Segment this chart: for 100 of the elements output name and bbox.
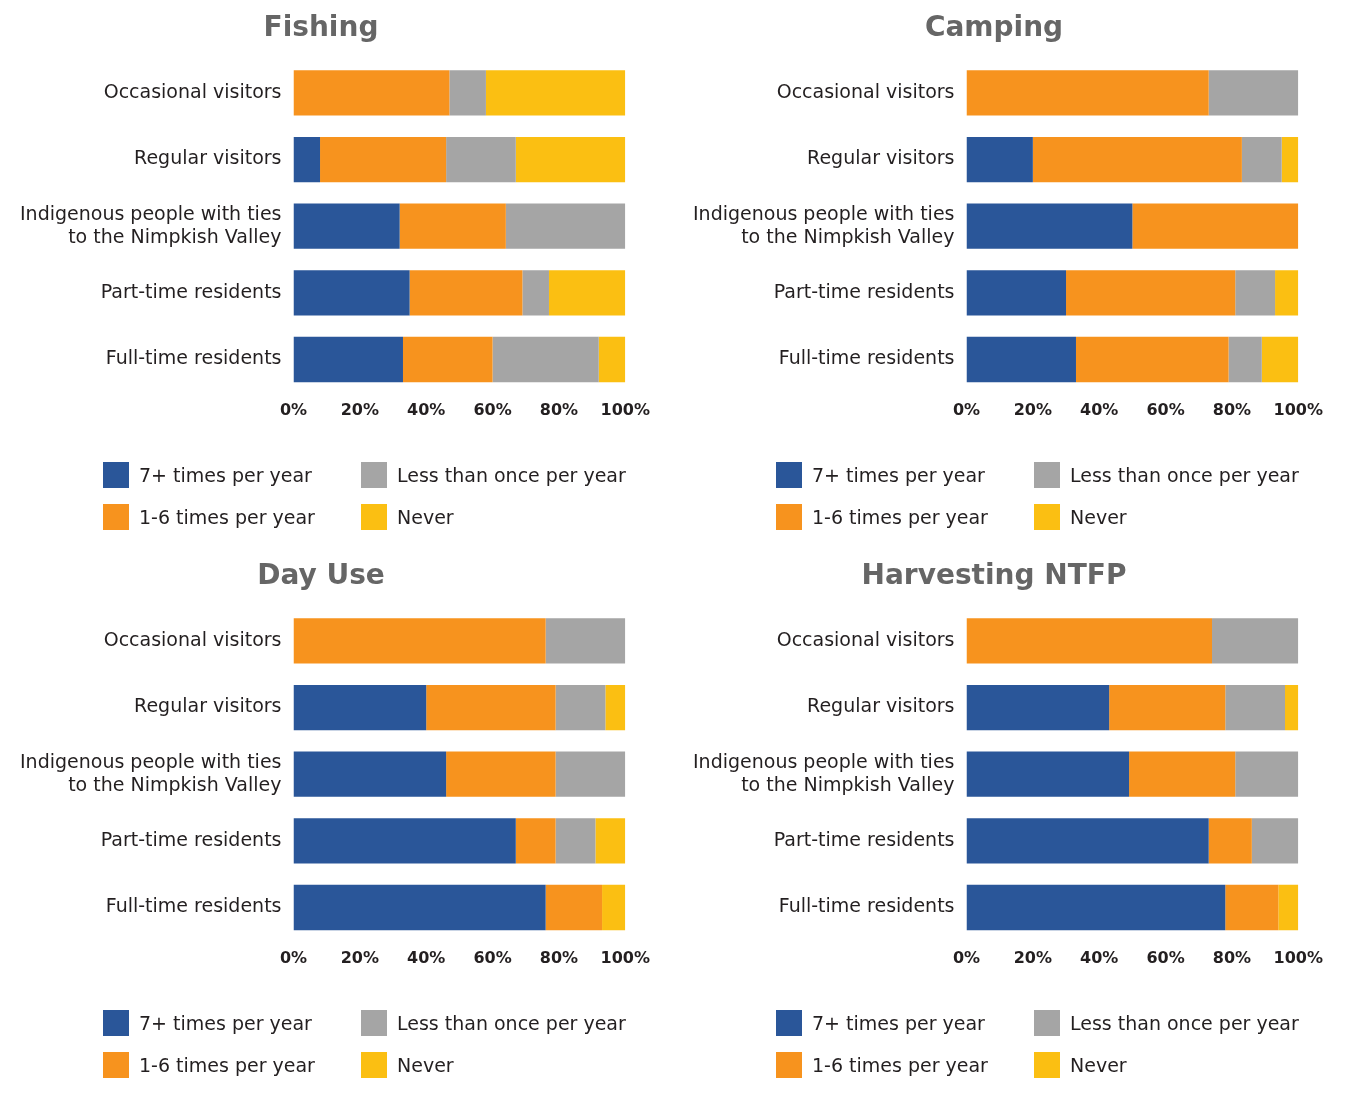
bar — [446, 751, 556, 797]
bar — [485, 70, 626, 116]
y-tick-label: Occasional visitors — [776, 627, 955, 650]
bar — [399, 203, 506, 249]
y-tick-label: Indigenous people with ties to the Nimpkish Valley — [692, 201, 955, 247]
bar — [966, 818, 1209, 864]
x-tick-label: 0% — [952, 947, 981, 967]
x-tick-label: 60% — [1146, 399, 1185, 419]
bar — [515, 136, 626, 183]
bar — [602, 884, 626, 931]
bar — [505, 203, 626, 249]
legend-label: Less than once per year — [397, 464, 626, 486]
bar — [293, 203, 400, 249]
bar — [515, 818, 556, 864]
y-tick-label: Full-time residents — [105, 894, 282, 917]
bar — [293, 818, 516, 864]
bar — [1278, 884, 1299, 931]
bar — [595, 818, 626, 864]
x-tick-label: 0% — [279, 399, 308, 419]
bar — [966, 336, 1076, 383]
x-tick-label: 60% — [473, 947, 512, 967]
legend-label: Never — [1070, 506, 1127, 528]
bar — [1285, 684, 1299, 731]
x-tick-label: 60% — [473, 399, 512, 419]
bar — [966, 203, 1133, 249]
y-tick-label: Full-time residents — [105, 346, 282, 369]
y-tick-label: Regular visitors — [807, 146, 955, 169]
x-tick-label: 20% — [1013, 947, 1052, 967]
bar — [1208, 818, 1252, 864]
x-tick-label: 60% — [1146, 947, 1185, 967]
bar — [1208, 70, 1299, 116]
x-tick-label: 0% — [279, 947, 308, 967]
y-tick-label: Regular visitors — [134, 146, 282, 169]
bar — [966, 70, 1209, 116]
x-tick-label: 20% — [1013, 399, 1052, 419]
legend-label: 7+ times per year — [812, 1012, 985, 1034]
bar — [1032, 136, 1242, 183]
bar — [293, 884, 546, 931]
x-tick-label: 0% — [952, 399, 981, 419]
x-tick-label: 80% — [539, 399, 579, 419]
bar — [605, 684, 626, 731]
bar — [293, 751, 447, 797]
x-tick-label: 40% — [407, 399, 446, 419]
bar — [548, 270, 626, 316]
bar — [449, 70, 486, 116]
y-tick-label: Regular visitors — [134, 694, 282, 717]
bar — [1241, 136, 1282, 183]
bar — [1225, 884, 1279, 931]
bar — [1129, 751, 1236, 797]
x-tick-label: 40% — [1080, 947, 1119, 967]
bar — [1132, 203, 1299, 249]
bar — [555, 684, 606, 731]
bar — [1251, 818, 1299, 864]
bar — [1235, 270, 1276, 316]
legend-label: Less than once per year — [397, 1012, 626, 1034]
chart-title: Day Use — [257, 558, 385, 592]
legend-label: 1-6 times per year — [139, 1054, 315, 1076]
x-tick-label: 20% — [340, 947, 379, 967]
bar — [522, 270, 549, 316]
chart-title: Harvesting NTFP — [861, 558, 1127, 592]
bar — [293, 684, 427, 731]
y-tick-label: Full-time residents — [778, 894, 955, 917]
legend-label: Never — [397, 1054, 454, 1076]
bar — [966, 618, 1213, 664]
bar — [1225, 684, 1286, 731]
bar — [426, 684, 556, 731]
y-tick-label: Occasional visitors — [103, 79, 282, 102]
bar — [555, 818, 596, 864]
bar — [1235, 751, 1299, 797]
legend-label: Less than once per year — [1070, 1012, 1299, 1034]
bar — [1281, 136, 1299, 183]
y-tick-label: Occasional visitors — [103, 627, 282, 650]
x-tick-label: 80% — [539, 947, 579, 967]
y-tick-label: Occasional visitors — [776, 79, 955, 102]
legend-label: 7+ times per year — [812, 464, 985, 486]
bar — [1261, 336, 1299, 383]
bar — [293, 270, 410, 316]
legend-label: 1-6 times per year — [812, 1054, 988, 1076]
legend-label: 1-6 times per year — [812, 506, 988, 528]
y-tick-label: Part-time residents — [100, 827, 282, 850]
x-tick-label: 80% — [1212, 399, 1252, 419]
x-tick-label: 100% — [600, 399, 650, 419]
bar — [409, 270, 523, 316]
x-tick-label: 40% — [407, 947, 446, 967]
y-tick-label: Part-time residents — [773, 279, 955, 302]
x-tick-label: 100% — [1273, 947, 1323, 967]
y-tick-label: Indigenous people with ties to the Nimpkish Valley — [19, 201, 282, 247]
bar — [1228, 336, 1262, 383]
bar — [1066, 270, 1236, 316]
bar — [1212, 618, 1299, 664]
bar — [492, 336, 599, 383]
bar — [545, 884, 603, 931]
bar — [1275, 270, 1299, 316]
bar — [966, 136, 1033, 183]
bar — [966, 270, 1067, 316]
legend-label: Never — [397, 506, 454, 528]
y-tick-label: Part-time residents — [773, 827, 955, 850]
bar — [966, 751, 1130, 797]
legend-label: Never — [1070, 1054, 1127, 1076]
legend-label: 7+ times per year — [139, 464, 312, 486]
